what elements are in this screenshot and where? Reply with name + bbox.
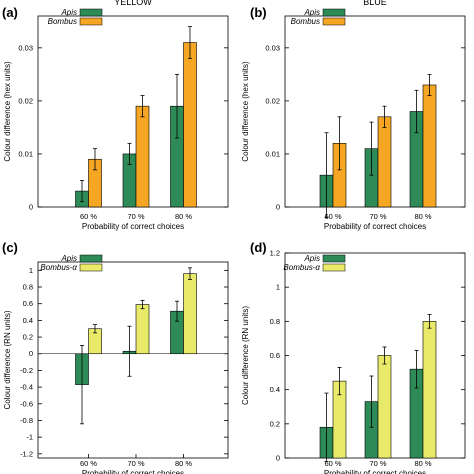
y-axis-label: Colour difference (RN units)	[3, 310, 12, 409]
y-tick-label: 0.8	[23, 283, 33, 292]
bar-bombus	[183, 273, 197, 355]
legend-label: Apis	[60, 8, 77, 17]
legend-swatch	[79, 263, 103, 272]
y-axis-label: Colour difference (RN units)	[241, 306, 250, 405]
panel-letter: (d)	[250, 240, 267, 255]
bar-bombus	[422, 321, 437, 459]
chart-panel-c: (c) -1.2 -1 -0.8 -0.6 -0.4 -0.2 0 0.2 0.4 0.6 0.8 1 C…	[2, 240, 229, 474]
y-tick-label: 0	[276, 203, 280, 212]
y-tick-label: 0.4	[270, 385, 280, 394]
y-tick-label: 0	[276, 454, 280, 463]
y-axis-label: Colour difference (hex units)	[241, 61, 250, 162]
x-tick-label: 60 %	[324, 459, 341, 468]
legend-label: Bombus	[291, 17, 320, 26]
y-tick-label: 1.2	[270, 249, 280, 258]
chart-panel-d: (d) 0 0.2 0.4 0.6 0.8 1 1.2 Colour difference (R…	[241, 240, 466, 474]
y-tick-label: -0.8	[20, 416, 33, 425]
legend-label: Apis	[303, 254, 320, 263]
panel-letter: (c)	[2, 240, 18, 255]
legend-swatch	[322, 8, 346, 17]
legend-swatch	[322, 263, 346, 272]
legend-swatch	[322, 17, 346, 26]
y-tick-label: -0.6	[20, 399, 33, 408]
panel-letter: (b)	[250, 5, 267, 20]
y-tick-label: 1	[276, 283, 280, 292]
y-tick-label: 0.4	[23, 316, 33, 325]
y-tick-label: 1	[29, 266, 33, 275]
y-tick-label: -0.4	[20, 383, 33, 392]
legend-swatch	[79, 8, 103, 17]
panel-title: YELLOW	[114, 0, 152, 7]
y-tick-label: 0	[29, 349, 33, 358]
legend-label: Bombus-α	[283, 263, 320, 272]
bar-bombus	[183, 42, 197, 208]
y-tick-label: 0.2	[270, 419, 280, 428]
y-tick-label: -1	[26, 433, 33, 442]
x-tick-label: 70 %	[127, 212, 144, 221]
x-tick-label: 60 %	[80, 212, 97, 221]
y-tick-label: 0.2	[23, 333, 33, 342]
x-axis-label: Probability of correct choices	[324, 469, 426, 474]
bar-bombus	[422, 84, 437, 208]
chart-panel-a: (a) YELLOW 0 0.01 0.02 0.03 Colour difference …	[2, 0, 229, 231]
y-tick-label: -0.2	[20, 366, 33, 375]
y-tick-label: 0	[29, 203, 33, 212]
x-tick-label: 80 %	[175, 459, 192, 468]
chart-panel-b: (b) BLUE 0 0.01 0.02 0.03 Colour difference (h…	[241, 0, 466, 231]
plot-frame	[37, 261, 229, 459]
x-tick-label: 70 %	[127, 459, 144, 468]
x-tick-label: 60 %	[80, 459, 97, 468]
y-tick-label: 0.02	[265, 96, 280, 105]
x-tick-label: 80 %	[414, 212, 431, 221]
x-tick-label: 70 %	[369, 212, 386, 221]
x-axis-label: Probability of correct choices	[324, 222, 426, 231]
x-axis-label: Probability of correct choices	[82, 469, 184, 474]
bar-bombus	[135, 105, 150, 208]
y-tick-label: 0.02	[18, 96, 33, 105]
panel-title: BLUE	[363, 0, 387, 7]
bar-bombus	[135, 304, 150, 355]
legend-swatch	[79, 254, 103, 263]
x-tick-label: 80 %	[414, 459, 431, 468]
bar-bombus	[377, 116, 392, 208]
x-axis-label: Probability of correct choices	[82, 222, 184, 231]
y-tick-label: 0.8	[270, 317, 280, 326]
y-tick-label: 0.6	[270, 351, 280, 360]
legend-swatch	[322, 254, 346, 263]
y-tick-label: 0.6	[23, 299, 33, 308]
x-tick-label: 80 %	[175, 212, 192, 221]
x-tick-label: 70 %	[369, 459, 386, 468]
y-tick-label: 0.03	[18, 43, 33, 52]
y-tick-label: 0.01	[265, 149, 280, 158]
panel-letter: (a)	[2, 5, 18, 20]
legend-label: Apis	[303, 8, 320, 17]
y-tick-label: -1.2	[20, 449, 33, 458]
x-tick-label: 60 %	[324, 212, 341, 221]
legend-swatch	[79, 17, 103, 26]
y-axis-label: Colour difference (hex units)	[3, 61, 12, 162]
y-tick-label: 0.03	[265, 43, 280, 52]
legend-label: Bombus	[48, 17, 77, 26]
legend-label: Bombus-α	[40, 263, 77, 272]
bar-bombus	[377, 355, 392, 459]
y-tick-label: 0.01	[18, 149, 33, 158]
legend-label: Apis	[60, 254, 77, 263]
